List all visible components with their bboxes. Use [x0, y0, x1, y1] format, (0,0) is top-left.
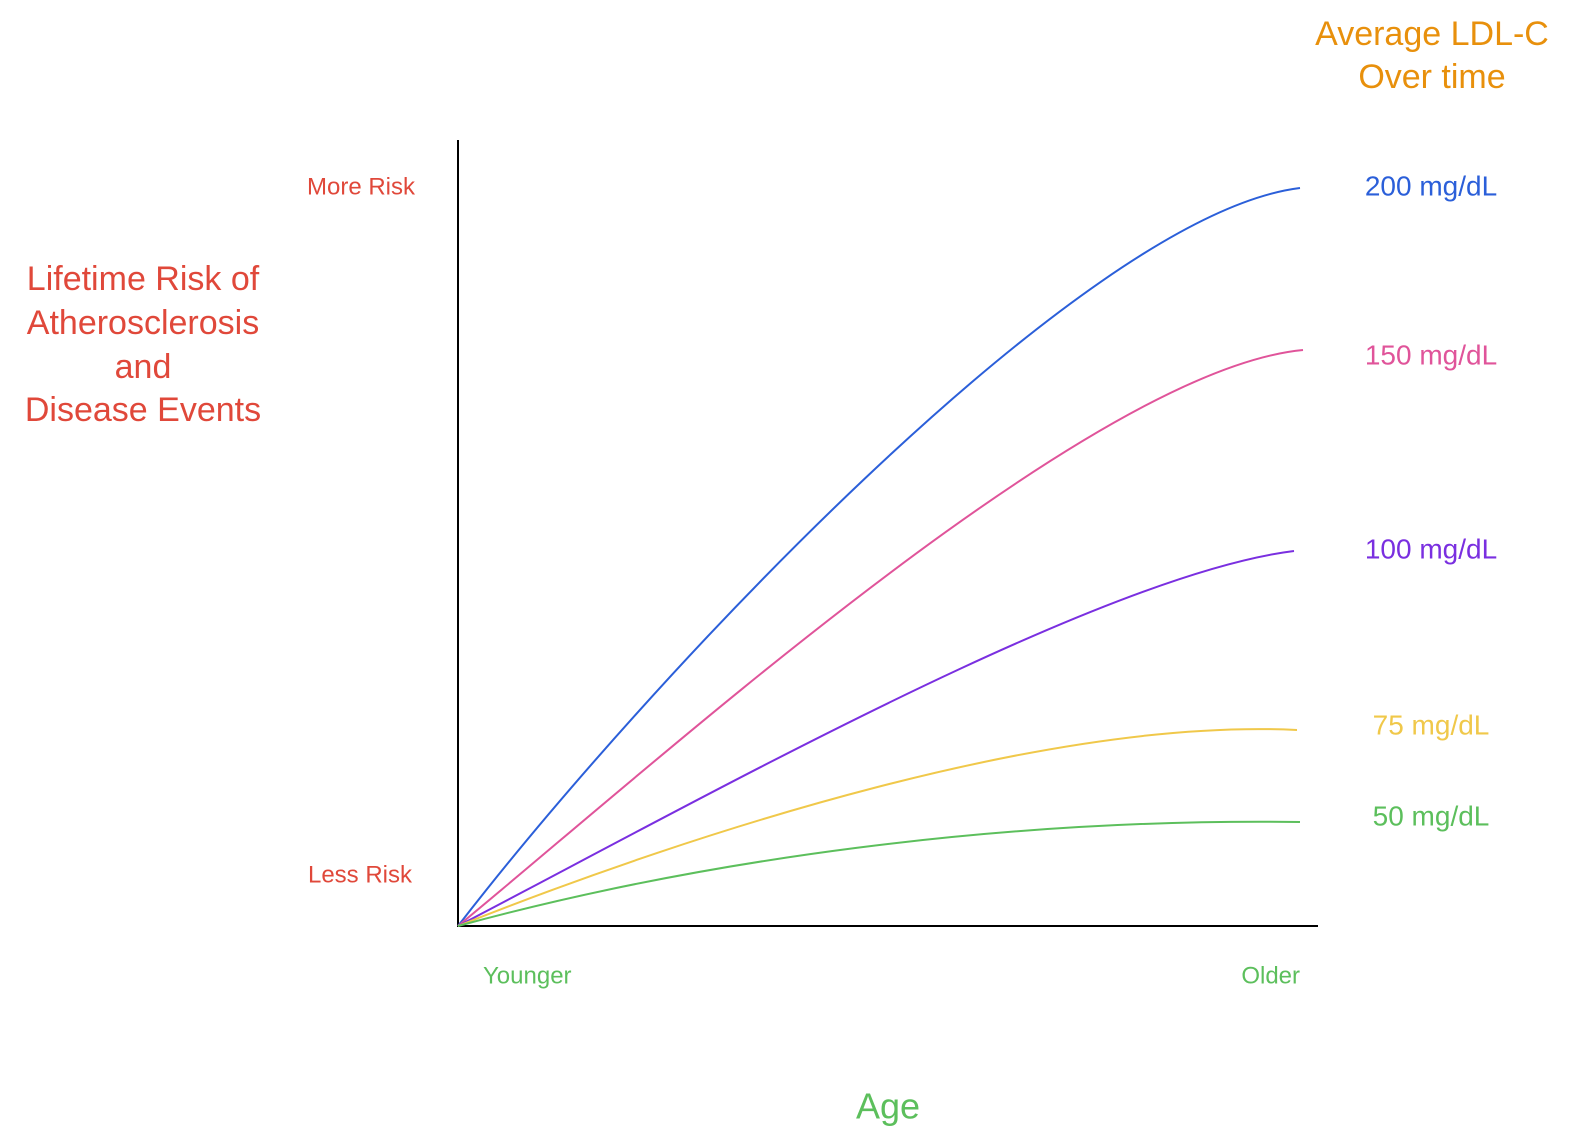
x-axis-right-label: Older: [1241, 962, 1300, 989]
y-axis-top-label: More Risk: [307, 173, 416, 200]
curve-label: 50 mg/dL: [1373, 800, 1490, 831]
legend-title: Over time: [1358, 58, 1505, 96]
curve-label: 75 mg/dL: [1373, 709, 1490, 740]
curve: [457, 820, 1301, 927]
curve-label: 150 mg/dL: [1365, 339, 1497, 370]
curve: [457, 349, 1304, 927]
curve-label: 100 mg/dL: [1365, 533, 1497, 564]
y-axis-label: Atherosclerosis: [27, 304, 259, 342]
curve: [457, 728, 1298, 927]
x-axis-label: Age: [856, 1086, 920, 1127]
curve: [457, 187, 1301, 927]
y-axis-label: Disease Events: [25, 391, 261, 429]
y-axis-bottom-label: Less Risk: [308, 861, 413, 888]
y-axis-label: Lifetime Risk of: [27, 260, 260, 298]
curve: [457, 550, 1295, 927]
x-axis-left-label: Younger: [483, 962, 572, 989]
y-axis-label: and: [115, 348, 172, 386]
legend-title: Average LDL-C: [1315, 15, 1549, 53]
curve-label: 200 mg/dL: [1365, 170, 1497, 201]
